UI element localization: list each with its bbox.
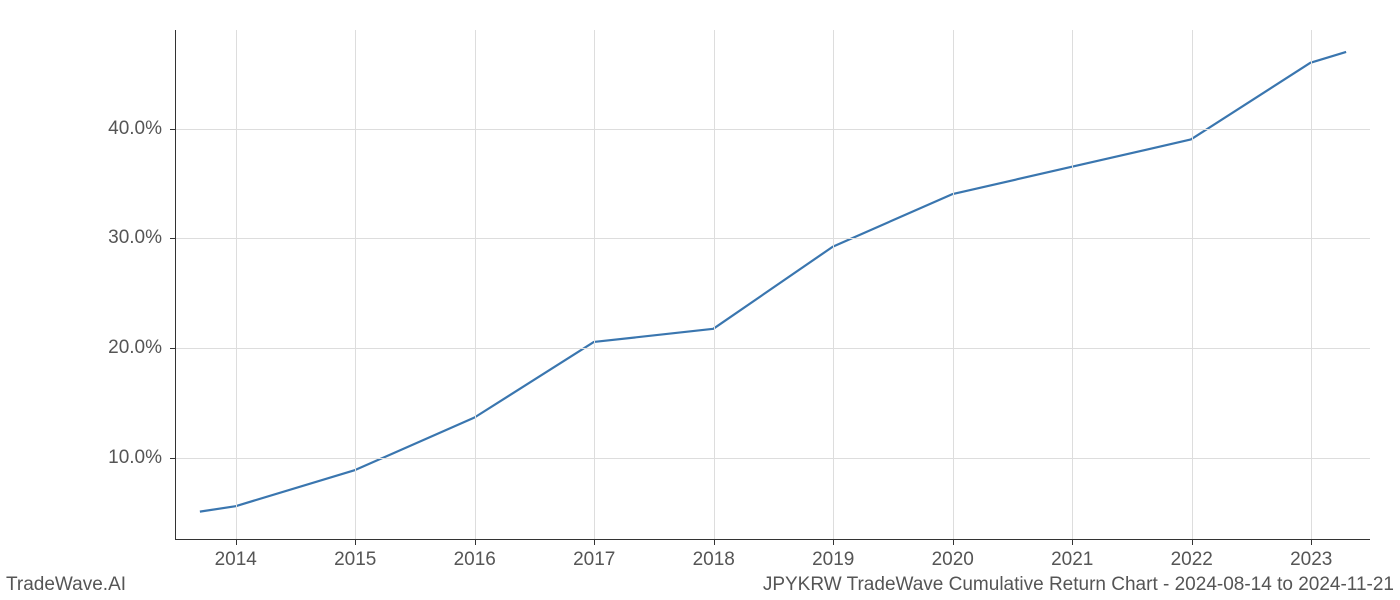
grid-line-vertical: [714, 30, 715, 539]
grid-line-vertical: [475, 30, 476, 539]
x-tick-label: 2023: [1290, 549, 1332, 571]
plot-area: 2014201520162017201820192020202120222023…: [175, 30, 1370, 540]
x-tick: [475, 539, 476, 545]
grid-line-horizontal: [176, 348, 1370, 349]
grid-line-vertical: [594, 30, 595, 539]
y-tick: [170, 458, 176, 459]
x-tick: [594, 539, 595, 545]
x-tick: [1192, 539, 1193, 545]
grid-line-vertical: [833, 30, 834, 539]
y-tick-label: 10.0%: [108, 447, 162, 469]
x-tick-label: 2019: [812, 549, 854, 571]
x-tick-label: 2018: [693, 549, 735, 571]
x-tick: [1311, 539, 1312, 545]
x-tick: [714, 539, 715, 545]
series-line: [200, 52, 1346, 512]
x-tick-label: 2022: [1171, 549, 1213, 571]
x-tick-label: 2014: [215, 549, 257, 571]
x-tick-label: 2017: [573, 549, 615, 571]
y-tick: [170, 348, 176, 349]
x-tick: [355, 539, 356, 545]
y-tick-label: 30.0%: [108, 227, 162, 249]
y-tick-label: 20.0%: [108, 337, 162, 359]
x-tick-label: 2015: [334, 549, 376, 571]
grid-line-vertical: [355, 30, 356, 539]
chart-container: 2014201520162017201820192020202120222023…: [175, 30, 1370, 540]
x-tick-label: 2020: [932, 549, 974, 571]
grid-line-vertical: [1311, 30, 1312, 539]
x-tick: [833, 539, 834, 545]
grid-line-horizontal: [176, 458, 1370, 459]
x-tick: [953, 539, 954, 545]
x-tick: [1072, 539, 1073, 545]
grid-line-vertical: [1192, 30, 1193, 539]
x-tick-label: 2021: [1051, 549, 1093, 571]
grid-line-horizontal: [176, 129, 1370, 130]
grid-line-vertical: [953, 30, 954, 539]
footer-caption: JPYKRW TradeWave Cumulative Return Chart…: [763, 574, 1394, 596]
y-tick: [170, 129, 176, 130]
x-tick: [236, 539, 237, 545]
y-tick-label: 40.0%: [108, 118, 162, 140]
y-tick: [170, 238, 176, 239]
x-tick-label: 2016: [454, 549, 496, 571]
grid-line-horizontal: [176, 238, 1370, 239]
grid-line-vertical: [1072, 30, 1073, 539]
footer-brand: TradeWave.AI: [6, 574, 126, 596]
grid-line-vertical: [236, 30, 237, 539]
